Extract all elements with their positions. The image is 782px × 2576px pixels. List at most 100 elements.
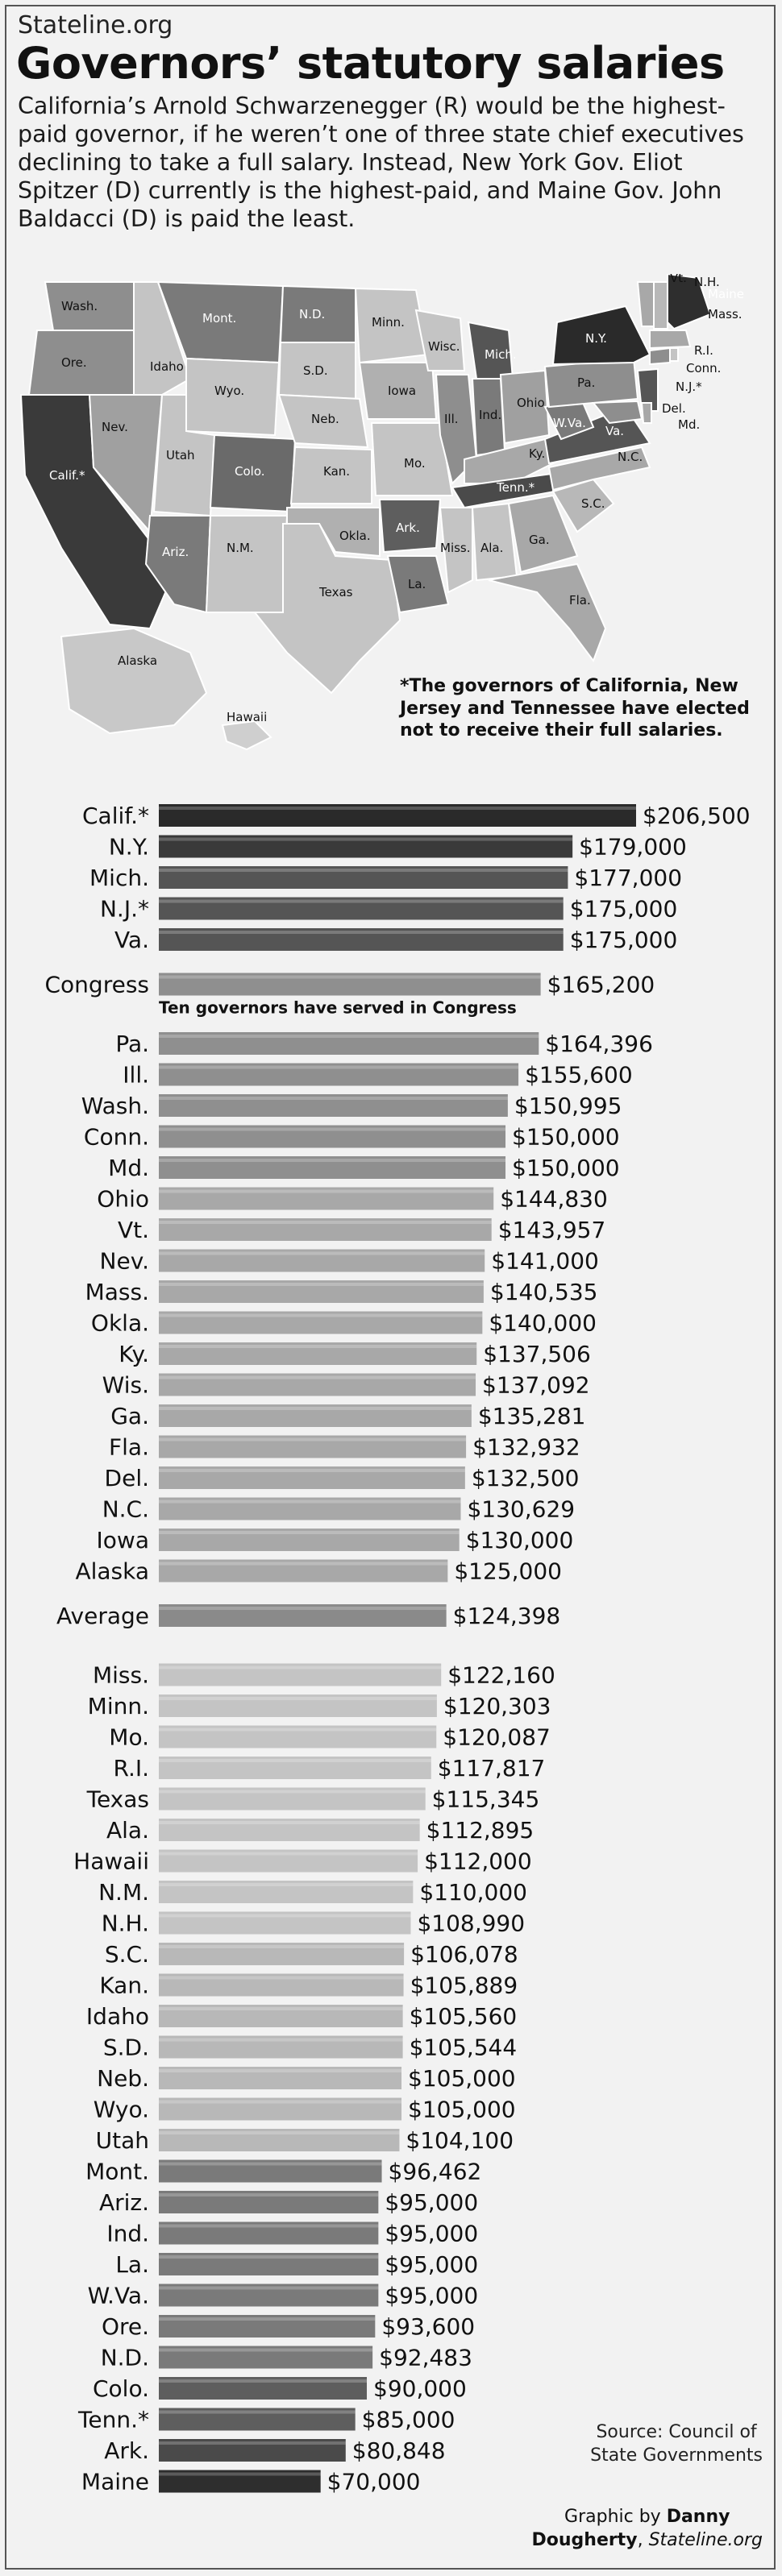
category-label: Nev. (100, 1248, 149, 1275)
map-label: Ky. (529, 446, 545, 461)
value-label: $80,848 (352, 2437, 446, 2464)
map-label: Maine (708, 287, 744, 301)
bar (159, 2067, 402, 2089)
bar (159, 2159, 382, 2183)
category-label: S.C. (105, 1941, 149, 1968)
value-label: $112,895 (426, 1817, 535, 1844)
bar (159, 1849, 418, 1873)
bar (159, 1466, 465, 1489)
bar-highlight (159, 1883, 414, 1886)
bar (159, 2439, 346, 2462)
value-label: $120,303 (443, 1693, 551, 1719)
value-label: $130,629 (467, 1496, 575, 1523)
map-label: Ohio (517, 396, 545, 410)
state-texas (252, 523, 401, 695)
bar-highlight (159, 2069, 402, 2072)
bar (159, 2035, 403, 2059)
state-idaho (133, 281, 192, 396)
bar-highlight (159, 1500, 461, 1504)
state-arkansas (378, 499, 442, 554)
congress-annotation: Ten governors have served in Congress (159, 998, 517, 1018)
map-label: Ind. (479, 408, 501, 422)
category-label: Okla. (91, 1310, 149, 1337)
bar-highlight (159, 2286, 379, 2290)
category-label: Mass. (85, 1279, 149, 1305)
map-label: La. (408, 577, 426, 591)
state-ohio (499, 369, 551, 445)
category-label: Conn. (84, 1124, 149, 1151)
category-label: N.D. (101, 2345, 149, 2371)
page-title: Governors’ statutory salaries (16, 38, 725, 89)
category-label: Del. (105, 1465, 149, 1491)
map-label: R.I. (694, 343, 713, 358)
us-map-svg: Wash. Mont. N.D. Minn. Maine N.H. Vt. Ma… (19, 274, 744, 751)
value-label: $93,600 (381, 2313, 475, 2340)
category-label: Texas (86, 1786, 149, 1813)
value-label: $143,957 (498, 1217, 606, 1243)
state-new-mexico (205, 515, 289, 613)
bar (159, 2097, 402, 2121)
footer-source: Source: Council of State Governments (590, 2421, 763, 2467)
bar-highlight (159, 1852, 418, 1856)
map-label: Minn. (372, 315, 405, 330)
map-label: Neb. (311, 412, 339, 426)
state-iowa (358, 362, 438, 420)
map-label: Vt. (670, 274, 687, 285)
bar (159, 2221, 379, 2245)
value-label: $108,990 (417, 1910, 525, 1937)
category-label: Vt. (118, 1217, 149, 1243)
bar-highlight (159, 1313, 483, 1317)
bar-highlight (159, 2007, 403, 2010)
category-label: Fla. (109, 1434, 149, 1461)
bar-highlight (159, 1728, 437, 1732)
bar (159, 1497, 461, 1520)
value-label: $95,000 (385, 2221, 478, 2247)
bar (159, 2377, 368, 2400)
value-label: $95,000 (385, 2189, 478, 2216)
value-label: $141,000 (491, 1248, 599, 1275)
bar-highlight (159, 837, 573, 841)
map-label: Utah (166, 448, 195, 463)
state-louisiana (386, 555, 450, 614)
bar (159, 1311, 483, 1334)
bar-highlight (159, 2317, 376, 2321)
category-label: R.I. (113, 1755, 149, 1782)
bar (159, 928, 564, 951)
value-label: $106,078 (410, 1941, 518, 1968)
bar (159, 1529, 460, 1551)
map-label: N.D. (299, 307, 325, 321)
credit-prefix: Graphic by (564, 2507, 667, 2527)
category-label: Ore. (102, 2313, 149, 2340)
category-label: Utah (96, 2127, 149, 2154)
category-label: Ohio (97, 1186, 149, 1213)
category-label: Calif.* (82, 803, 149, 829)
bar-highlight (159, 1189, 494, 1193)
bar (159, 2470, 321, 2493)
map-label: Ark. (396, 521, 420, 535)
bar (159, 1663, 442, 1686)
map-label: Idaho (150, 359, 184, 374)
category-label: N.J.* (100, 896, 149, 923)
map-label: N.H. (694, 275, 720, 289)
category-label: Tenn.* (77, 2407, 149, 2433)
category-label: Ga. (110, 1403, 149, 1429)
map-label: Colo. (235, 464, 265, 479)
bar (159, 1249, 485, 1272)
bar (159, 1725, 437, 1748)
bar (159, 1125, 506, 1148)
category-label: Mont. (85, 2159, 149, 2185)
value-label: $105,000 (408, 2065, 516, 2092)
category-label: Ill. (123, 1062, 149, 1089)
map-label: S.C. (581, 496, 605, 511)
value-label: $150,000 (512, 1155, 620, 1181)
bar (159, 973, 541, 996)
map-label: Wisc. (428, 339, 460, 354)
state-nebraska (277, 393, 369, 449)
category-label: Mo. (109, 1724, 149, 1751)
map-label: Ore. (61, 355, 87, 370)
value-label: $144,830 (500, 1186, 608, 1213)
state-rhode-island (669, 347, 679, 362)
state-hawaii (221, 720, 272, 751)
bar-highlight (159, 2255, 379, 2259)
value-label: $105,889 (410, 1972, 518, 1999)
